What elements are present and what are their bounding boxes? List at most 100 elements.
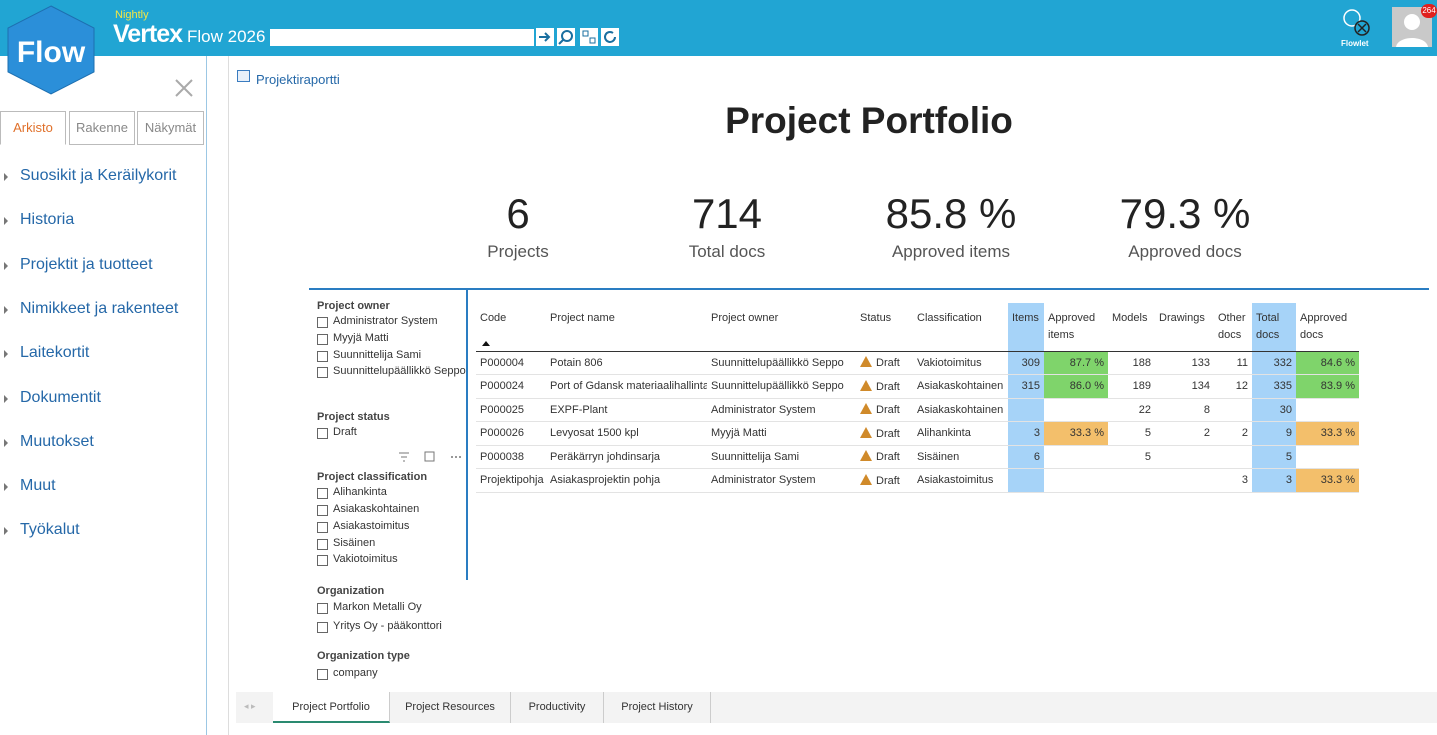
- table-row[interactable]: P000038 Peräkärryn johdinsarja Suunnitteli…: [476, 445, 1359, 469]
- column-header[interactable]: Project name: [546, 303, 707, 352]
- sidebar-tab[interactable]: Arkisto: [0, 111, 66, 145]
- user-avatar[interactable]: [1392, 7, 1432, 47]
- top-bar: Nightly Vertex Flow 2026 Flowlet 264: [0, 0, 1437, 56]
- nav-item[interactable]: Historia: [0, 211, 74, 229]
- nav-item[interactable]: Muut: [0, 477, 56, 495]
- table-cell: [1214, 445, 1252, 469]
- table-row[interactable]: P000024 Port of Gdansk materiaalihallinta…: [476, 374, 1359, 399]
- column-header[interactable]: Code: [476, 303, 546, 352]
- status-icon: [860, 450, 872, 462]
- table-cell: Asiakaskohtainen: [913, 398, 1008, 422]
- column-header[interactable]: Drawings: [1155, 303, 1214, 352]
- nav-item[interactable]: Muutokset: [0, 433, 94, 451]
- column-header[interactable]: Approved items: [1044, 303, 1108, 352]
- table-cell: Peräkärryn johdinsarja: [546, 445, 707, 469]
- table-cell: 5: [1252, 445, 1296, 469]
- filter-divider: [466, 289, 468, 580]
- filter-option[interactable]: Sisäinen: [317, 537, 375, 550]
- sidebar-tab[interactable]: Näkymät: [137, 111, 204, 145]
- column-header[interactable]: Total docs: [1252, 303, 1296, 352]
- column-header[interactable]: Models: [1108, 303, 1155, 352]
- column-header[interactable]: Status: [856, 303, 913, 352]
- nav-item[interactable]: Nimikkeet ja rakenteet: [0, 300, 178, 318]
- column-header[interactable]: Classification: [913, 303, 1008, 352]
- nav-item[interactable]: Dokumentit: [0, 389, 101, 407]
- filter-option[interactable]: Vakiotoimitus: [317, 553, 398, 566]
- filter-option[interactable]: company: [317, 667, 378, 680]
- table-cell: 2: [1155, 421, 1214, 446]
- table-cell: EXPF-Plant: [546, 398, 707, 422]
- nav-item[interactable]: Työkalut: [0, 521, 80, 539]
- kpi-label: Approved docs: [1128, 242, 1242, 261]
- table-cell: Asiakasprojektin pohja: [546, 468, 707, 493]
- filter-option[interactable]: Administrator System: [317, 315, 438, 328]
- report-tab[interactable]: Productivity: [511, 692, 604, 723]
- sort-indicator: [482, 341, 490, 346]
- column-header[interactable]: Items: [1008, 303, 1044, 352]
- report-tab[interactable]: Project History: [604, 692, 711, 723]
- close-button[interactable]: [174, 78, 194, 98]
- table-cell: P000004: [476, 351, 546, 375]
- filter-option[interactable]: Markon Metalli Oy: [317, 601, 422, 614]
- report-tab[interactable]: Project Portfolio: [273, 692, 390, 723]
- table-cell: 12: [1214, 374, 1252, 399]
- column-header[interactable]: Project owner: [707, 303, 856, 352]
- table-row[interactable]: P000026 Levyosat 1500 kpl Myyjä Matti Draft…: [476, 421, 1359, 446]
- table-cell: Administrator System: [707, 398, 856, 422]
- table-cell: Port of Gdansk materiaalihallinta: [546, 374, 707, 399]
- filter-option[interactable]: Alihankinta: [317, 486, 387, 499]
- table-cell: 33.3 %: [1296, 468, 1359, 493]
- table-cell: Asiakaskohtainen: [913, 374, 1008, 399]
- refresh-button[interactable]: [601, 28, 619, 46]
- table-cell: [1044, 468, 1108, 493]
- column-header[interactable]: Approved docs: [1296, 303, 1359, 352]
- status-icon: [860, 403, 872, 415]
- table-cell: 22: [1108, 398, 1155, 422]
- filter-option[interactable]: Suunnittelija Sami: [317, 349, 421, 362]
- status-icon: [860, 356, 872, 368]
- table-cell: 3: [1008, 421, 1044, 446]
- flowlet-icon[interactable]: [1338, 6, 1374, 36]
- table-cell: 189: [1108, 374, 1155, 399]
- table-cell: [1044, 398, 1108, 422]
- table-cell: Potain 806: [546, 351, 707, 375]
- table-cell: Draft: [856, 398, 913, 422]
- nav-item[interactable]: Laitekortit: [0, 344, 89, 362]
- table-cell: P000038: [476, 445, 546, 469]
- report-tab[interactable]: Project Resources: [390, 692, 511, 723]
- table-row[interactable]: P000004 Potain 806 Suunnittelupäällikkö Se…: [476, 351, 1359, 375]
- report-tabs: ◂ ▸ Project Portfolio Project Resources Pr…: [236, 692, 1437, 723]
- status-text: Draft: [876, 427, 900, 440]
- status-text: Draft: [876, 404, 900, 417]
- column-header[interactable]: Other docs: [1214, 303, 1252, 352]
- table-cell: 134: [1155, 374, 1214, 399]
- table-cell: 33.3 %: [1296, 421, 1359, 446]
- search-input[interactable]: [270, 29, 534, 46]
- table-cell: Asiakastoimitus: [913, 468, 1008, 493]
- filter-title: Organization: [317, 585, 385, 597]
- filter-option[interactable]: Asiakaskohtainen: [317, 503, 419, 516]
- nav-item[interactable]: Projektit ja tuotteet: [0, 256, 153, 274]
- sidebar-tab[interactable]: Rakenne: [69, 111, 135, 145]
- table-row[interactable]: Projektipohja Asiakasprojektin pohja Admin…: [476, 468, 1359, 493]
- edition: Nightly: [115, 9, 149, 21]
- table-cell: [1214, 398, 1252, 422]
- tab-scroll[interactable]: ◂ ▸: [244, 701, 256, 711]
- table-cell: 30: [1252, 398, 1296, 422]
- status-icon: [860, 379, 872, 391]
- filter-title: Project owner: [317, 300, 390, 312]
- table-cell: [1044, 445, 1108, 469]
- brand: Vertex: [113, 20, 183, 48]
- nav-item[interactable]: Suosikit ja Keräilykorit: [0, 167, 177, 185]
- table-cell: Administrator System: [707, 468, 856, 493]
- filter-option[interactable]: Asiakastoimitus: [317, 520, 409, 533]
- filter-option[interactable]: Myyjä Matti: [317, 332, 389, 345]
- advanced-search-button[interactable]: [580, 28, 598, 46]
- filter-option[interactable]: Yritys Oy - pääkonttori: [317, 620, 442, 633]
- table-cell: Projektipohja: [476, 468, 546, 493]
- table-cell: Sisäinen: [913, 445, 1008, 469]
- filter-option[interactable]: Draft: [317, 426, 357, 439]
- filter-option[interactable]: Suunnittelupäällikkö Seppo: [317, 365, 466, 378]
- breadcrumb[interactable]: Projektiraportti: [256, 72, 340, 87]
- table-row[interactable]: P000025 EXPF-Plant Administrator System Dra…: [476, 398, 1359, 422]
